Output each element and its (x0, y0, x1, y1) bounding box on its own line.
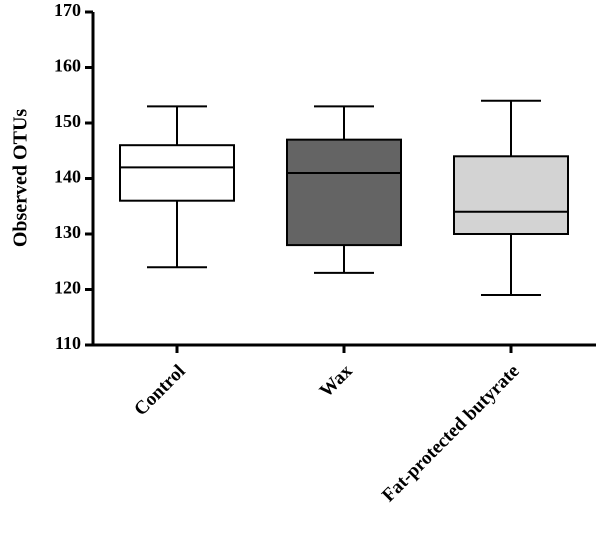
y-tick-label: 140 (54, 167, 81, 187)
x-category-label: Fat-protected butyrate (378, 361, 524, 507)
y-tick-label: 110 (55, 333, 81, 353)
y-axis-ticks: 110 120 130 140 150 160 170 (54, 0, 93, 353)
y-tick-label: 160 (54, 56, 81, 76)
y-tick-label: 120 (54, 278, 81, 298)
y-tick-label: 150 (54, 111, 81, 131)
box-wax (286, 105, 402, 274)
iqr-box (286, 138, 402, 247)
y-axis-title: Observed OTUs (10, 109, 32, 248)
x-category-label: Wax (316, 360, 357, 401)
y-tick-label: 170 (54, 0, 81, 20)
x-axis-ticks: Control Wax Fat-protected butyrate (130, 345, 524, 507)
x-category-label: Control (130, 361, 189, 420)
box-control (119, 105, 235, 269)
iqr-box (119, 144, 235, 202)
box-fat-protected-butyrate (453, 99, 569, 297)
boxes-group (119, 99, 569, 297)
iqr-box (453, 155, 569, 235)
y-tick-label: 130 (54, 222, 81, 242)
